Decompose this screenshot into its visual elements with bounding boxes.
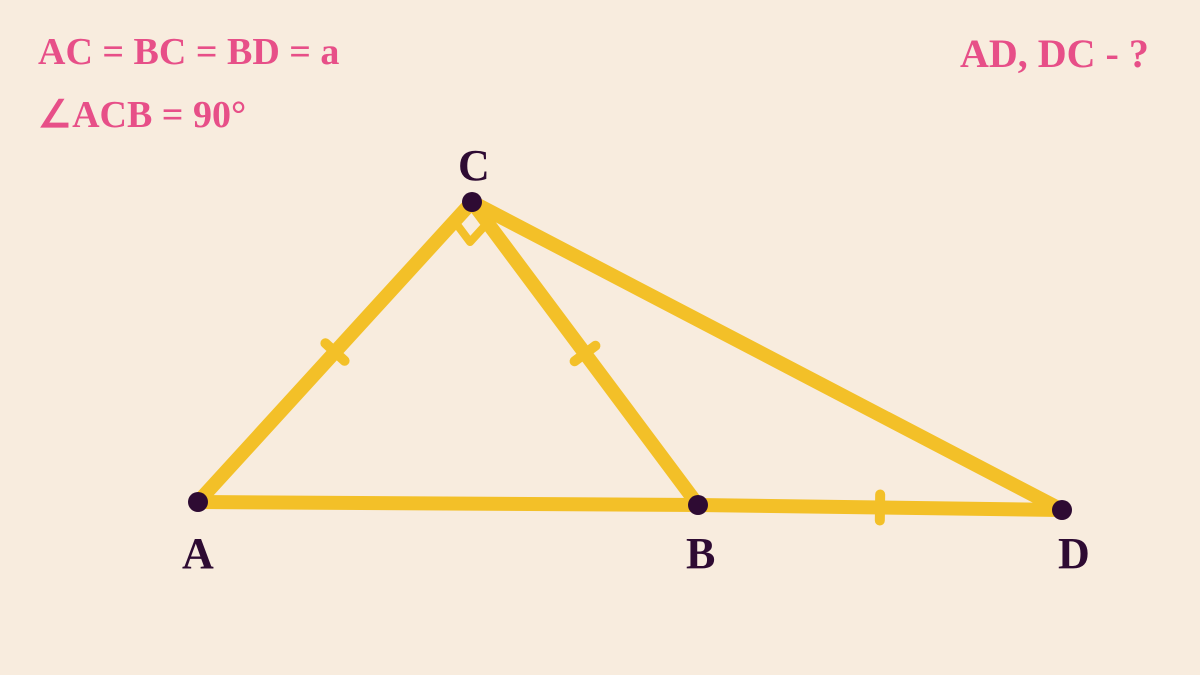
point-label-a: A [182, 528, 214, 579]
point-label-c: C [458, 140, 490, 191]
given-line-1: AC = BC = BD = a [38, 30, 339, 74]
point-label-d: D [1058, 528, 1090, 579]
point-label-b: B [686, 528, 715, 579]
question-text: AD, DC - ? [960, 30, 1149, 77]
given-line-2: ∠ACB = 90° [38, 92, 246, 137]
